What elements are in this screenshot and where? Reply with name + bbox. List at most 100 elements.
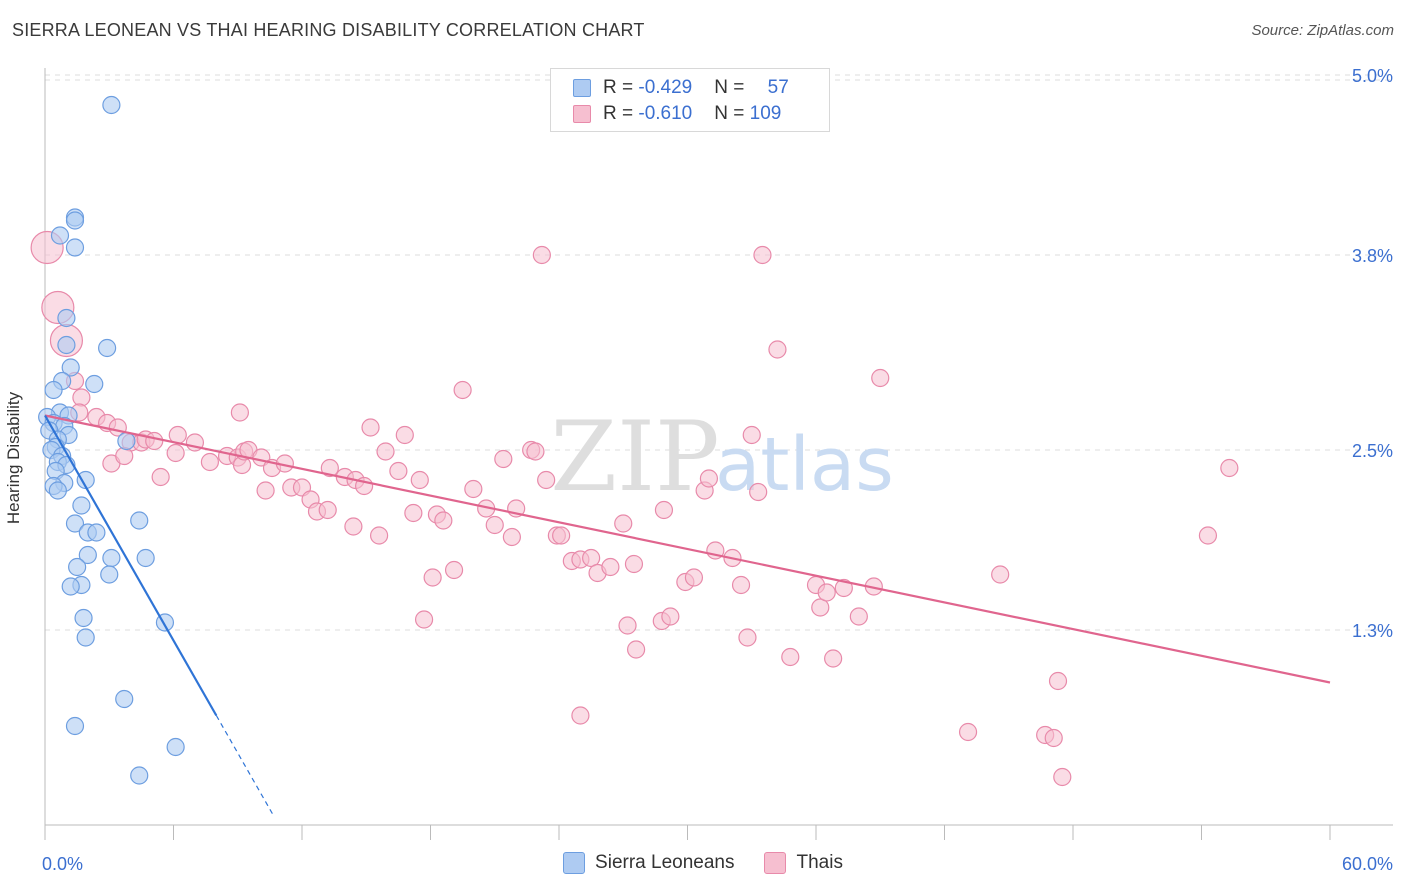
thai-point — [494, 449, 513, 469]
sierra-leonean-point — [65, 211, 85, 230]
sierra-leonean-point — [57, 308, 76, 328]
legend-n-value: 109 — [749, 103, 782, 124]
legend-row-thais: R = -0.610 N = 109 — [573, 103, 781, 125]
thai-point — [166, 443, 185, 463]
thai-point — [444, 560, 464, 580]
series-legend: Sierra Leoneans Thais — [0, 852, 1406, 874]
thai-point — [661, 607, 680, 626]
thai-point — [958, 722, 978, 742]
thai-point — [453, 380, 472, 400]
thai-point — [731, 575, 751, 595]
source-label: Source: ZipAtlas.com — [1251, 22, 1394, 39]
thai-point — [552, 526, 571, 545]
thai-point — [537, 470, 556, 490]
thai-point — [464, 479, 483, 499]
y-tick-label: 3.8% — [1352, 246, 1393, 266]
thai-point — [626, 640, 646, 659]
sierra-leonean-point — [76, 628, 95, 647]
thai-point — [376, 442, 395, 461]
sierra-leonean-point — [57, 335, 76, 355]
thai-point — [485, 515, 504, 535]
thai-point — [781, 647, 800, 667]
legend-label-sierra-leoneans: Sierra Leoneans — [595, 852, 735, 873]
sierra-leonean-point — [44, 380, 63, 400]
sierra-leonean-point — [65, 514, 85, 533]
sierra-leonean-point — [72, 496, 91, 515]
thai-point — [1044, 728, 1063, 748]
sierra-leonean-trend-extension — [215, 715, 275, 818]
watermark-atlas: atlas — [715, 422, 894, 508]
x-tick-label: 60.0% — [1342, 854, 1393, 874]
thai-point — [571, 706, 590, 725]
thai-point — [1053, 767, 1072, 787]
legend-swatch-blue — [573, 79, 591, 97]
legend-n-label: N = — [714, 103, 750, 124]
legend-row-sierra-leoneans: R = -0.429 N = 57 — [573, 77, 789, 99]
thai-point — [824, 649, 843, 668]
thai-point — [871, 368, 890, 388]
sierra-leonean-point — [61, 358, 80, 377]
sierra-leonean-point — [136, 548, 155, 568]
sierra-leonean-point — [117, 431, 136, 451]
sierra-leonean-point — [102, 548, 121, 568]
legend-r-value: -0.610 — [638, 103, 693, 124]
sierra-leonean-point — [102, 95, 121, 115]
sierra-leonean-point — [48, 481, 67, 500]
sierra-leonean-point — [74, 608, 93, 628]
thai-point — [618, 616, 637, 635]
legend-item-sierra-leoneans[interactable]: Sierra Leoneans — [563, 852, 734, 874]
sierra-leonean-point — [50, 226, 70, 245]
watermark-zip: ZIP — [550, 401, 719, 513]
thai-point — [404, 503, 423, 523]
thai-point — [395, 425, 414, 445]
sierra-leonean-point — [98, 338, 117, 358]
trend-lines — [44, 414, 1331, 818]
thai-point — [991, 565, 1010, 584]
thai-point — [768, 340, 787, 359]
sierra-leonean-point — [65, 716, 85, 736]
legend-n-label: N = — [714, 77, 750, 98]
sierra-leonean-point — [130, 511, 149, 530]
thai-point — [753, 245, 772, 265]
thai-point — [370, 526, 389, 545]
thai-point — [410, 470, 429, 490]
y-tick-label: 5.0% — [1352, 66, 1393, 86]
thai-point — [434, 511, 453, 530]
thai-point — [361, 418, 380, 437]
thai-point — [1220, 458, 1239, 478]
y-tick-label: 1.3% — [1352, 621, 1393, 641]
thai-point — [344, 517, 363, 536]
thai-point — [200, 452, 220, 472]
sierra-leonean-point — [68, 557, 87, 577]
sierra-leonean-trend-line — [44, 414, 218, 717]
sierra-leonean-point — [87, 523, 106, 542]
legend-r-label: R = — [603, 77, 639, 98]
thai-point — [502, 527, 521, 547]
legend-r-label: R = — [603, 103, 639, 124]
thai-trend-line — [44, 414, 1331, 684]
thai-point — [749, 482, 768, 502]
legend-swatch-pink — [573, 105, 591, 123]
y-tick-label: 2.5% — [1352, 441, 1393, 461]
thai-point — [256, 481, 275, 500]
thai-point — [115, 446, 134, 466]
sierra-leonean-point — [166, 737, 185, 757]
tick-labels: 1.3% 2.5% 3.8% 5.0% 0.0% 60.0% — [42, 66, 1393, 874]
legend-r-value: -0.429 — [638, 77, 693, 98]
thai-point — [817, 583, 836, 602]
sierra-leonean-point — [61, 577, 80, 596]
x-tick-label: 0.0% — [42, 854, 83, 874]
legend-label-thais: Thais — [796, 852, 843, 873]
thai-point — [526, 442, 545, 461]
legend-item-thais[interactable]: Thais — [764, 852, 843, 874]
thai-point — [614, 514, 633, 533]
legend-swatch-pink — [764, 852, 787, 874]
sierra-leonean-point — [130, 766, 149, 785]
sierra-leonean-point — [115, 689, 134, 709]
thai-point — [684, 568, 704, 587]
thai-point — [1198, 526, 1218, 545]
sierra-leonean-point — [100, 565, 119, 584]
sierra-leonean-point — [78, 545, 97, 565]
watermark: ZIP atlas — [550, 401, 893, 513]
